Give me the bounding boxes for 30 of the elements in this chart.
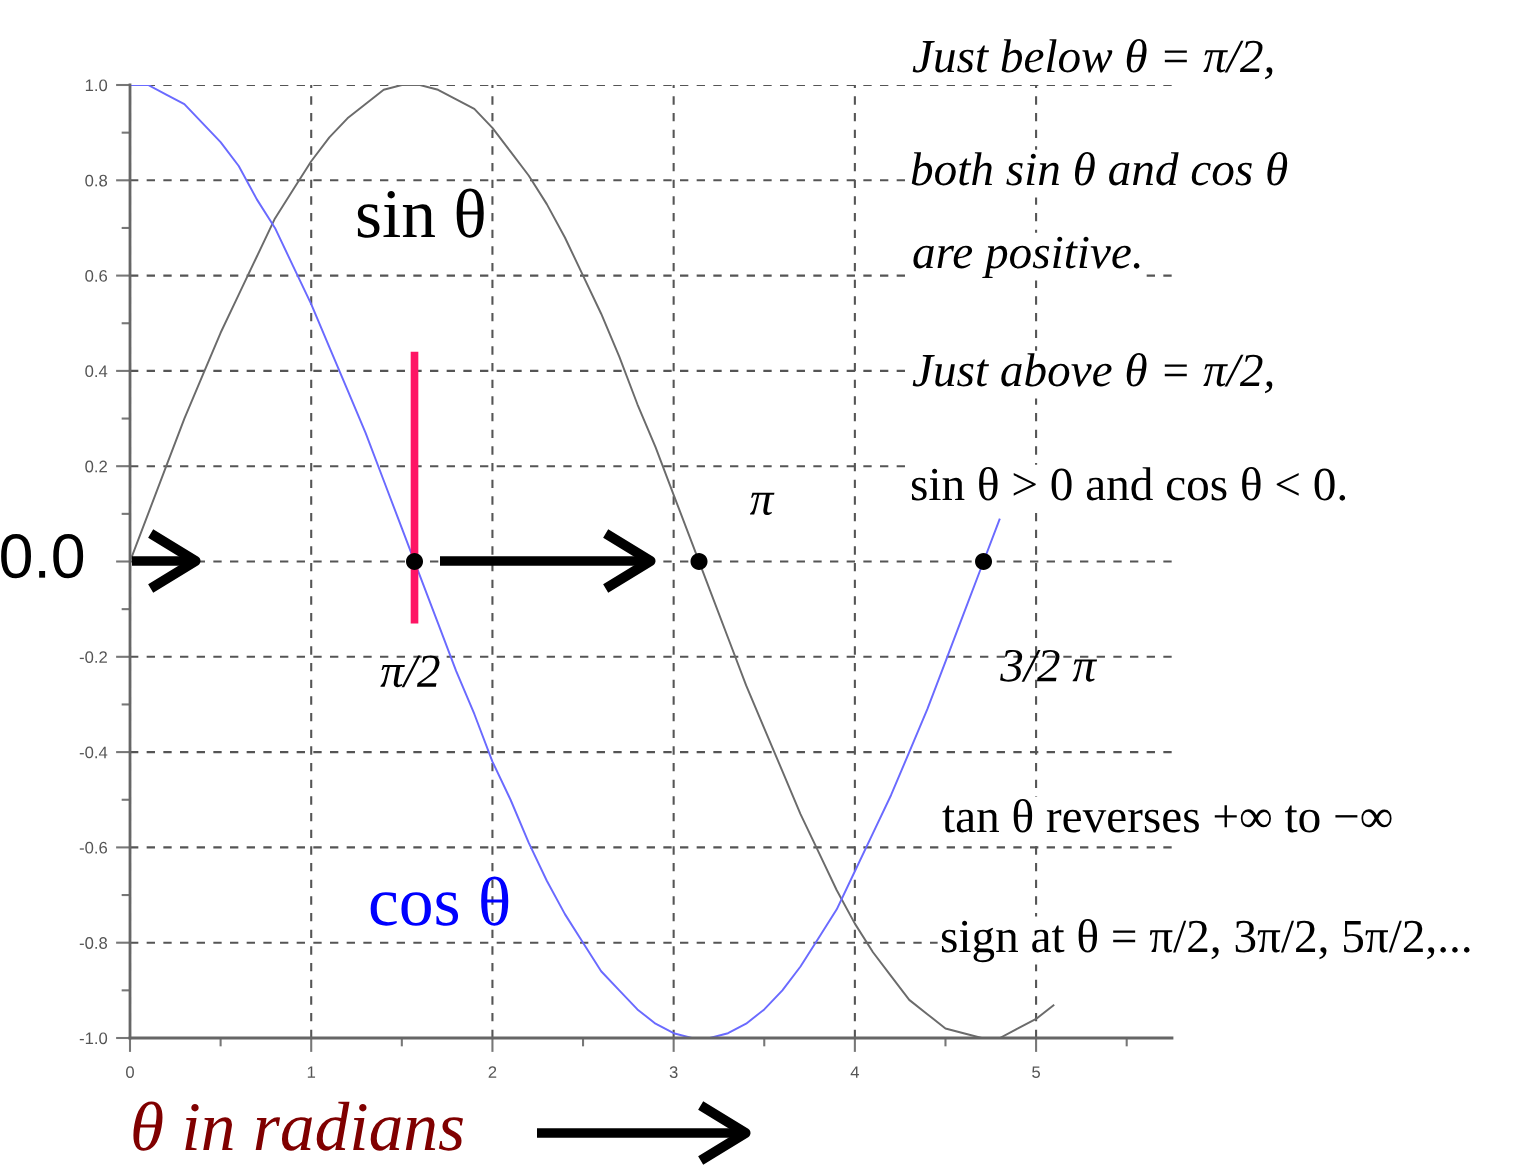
y-tick-label: -0.4 — [79, 746, 108, 759]
series-label: sin θ — [357, 188, 484, 238]
annotation: π/2 — [380, 655, 440, 688]
y-tick-label: 0.8 — [85, 174, 108, 187]
annotation: 0.0 — [1, 534, 84, 579]
x-tick-label: 4 — [850, 1066, 860, 1078]
x-tick-label: 1 — [307, 1066, 316, 1078]
y-tick-label: 0.4 — [85, 365, 108, 378]
x-tick-label: 0 — [126, 1066, 134, 1079]
annotation: π — [749, 492, 775, 515]
y-tick-label: 0.6 — [85, 270, 108, 282]
series-label: cos θ — [370, 876, 509, 926]
annotation: are positive. — [913, 236, 1140, 279]
text: Just below θ = π/2, — [912, 38, 1273, 80]
y-tick-label: -0.2 — [79, 651, 107, 663]
annotation: Just above θ = π/2, — [912, 352, 1273, 394]
annotation: both sin θ and cos θ — [911, 151, 1288, 186]
y-tick-label: 0.2 — [85, 460, 107, 473]
annotation: sign at θ = π/2, 3π/2, 5π/2,... — [941, 918, 1470, 963]
annotation: sin θ > 0 and cos θ < 0. — [911, 466, 1346, 501]
y-tick-label: -1.0 — [79, 1032, 108, 1045]
y-tick-label: 1.0 — [85, 79, 108, 92]
x-axis-title: θ in radians — [133, 1101, 463, 1151]
annotation: tan θ reverses +∞ to −∞ — [942, 798, 1392, 833]
annotation: 3/2 π — [1000, 649, 1098, 682]
y-tick-label: -0.8 — [79, 937, 108, 949]
x-tick-label: 3 — [669, 1066, 678, 1079]
x-tick-label: 5 — [1032, 1066, 1041, 1079]
y-tick-label: -0.6 — [79, 841, 108, 854]
x-tick-label: 2 — [488, 1066, 497, 1078]
